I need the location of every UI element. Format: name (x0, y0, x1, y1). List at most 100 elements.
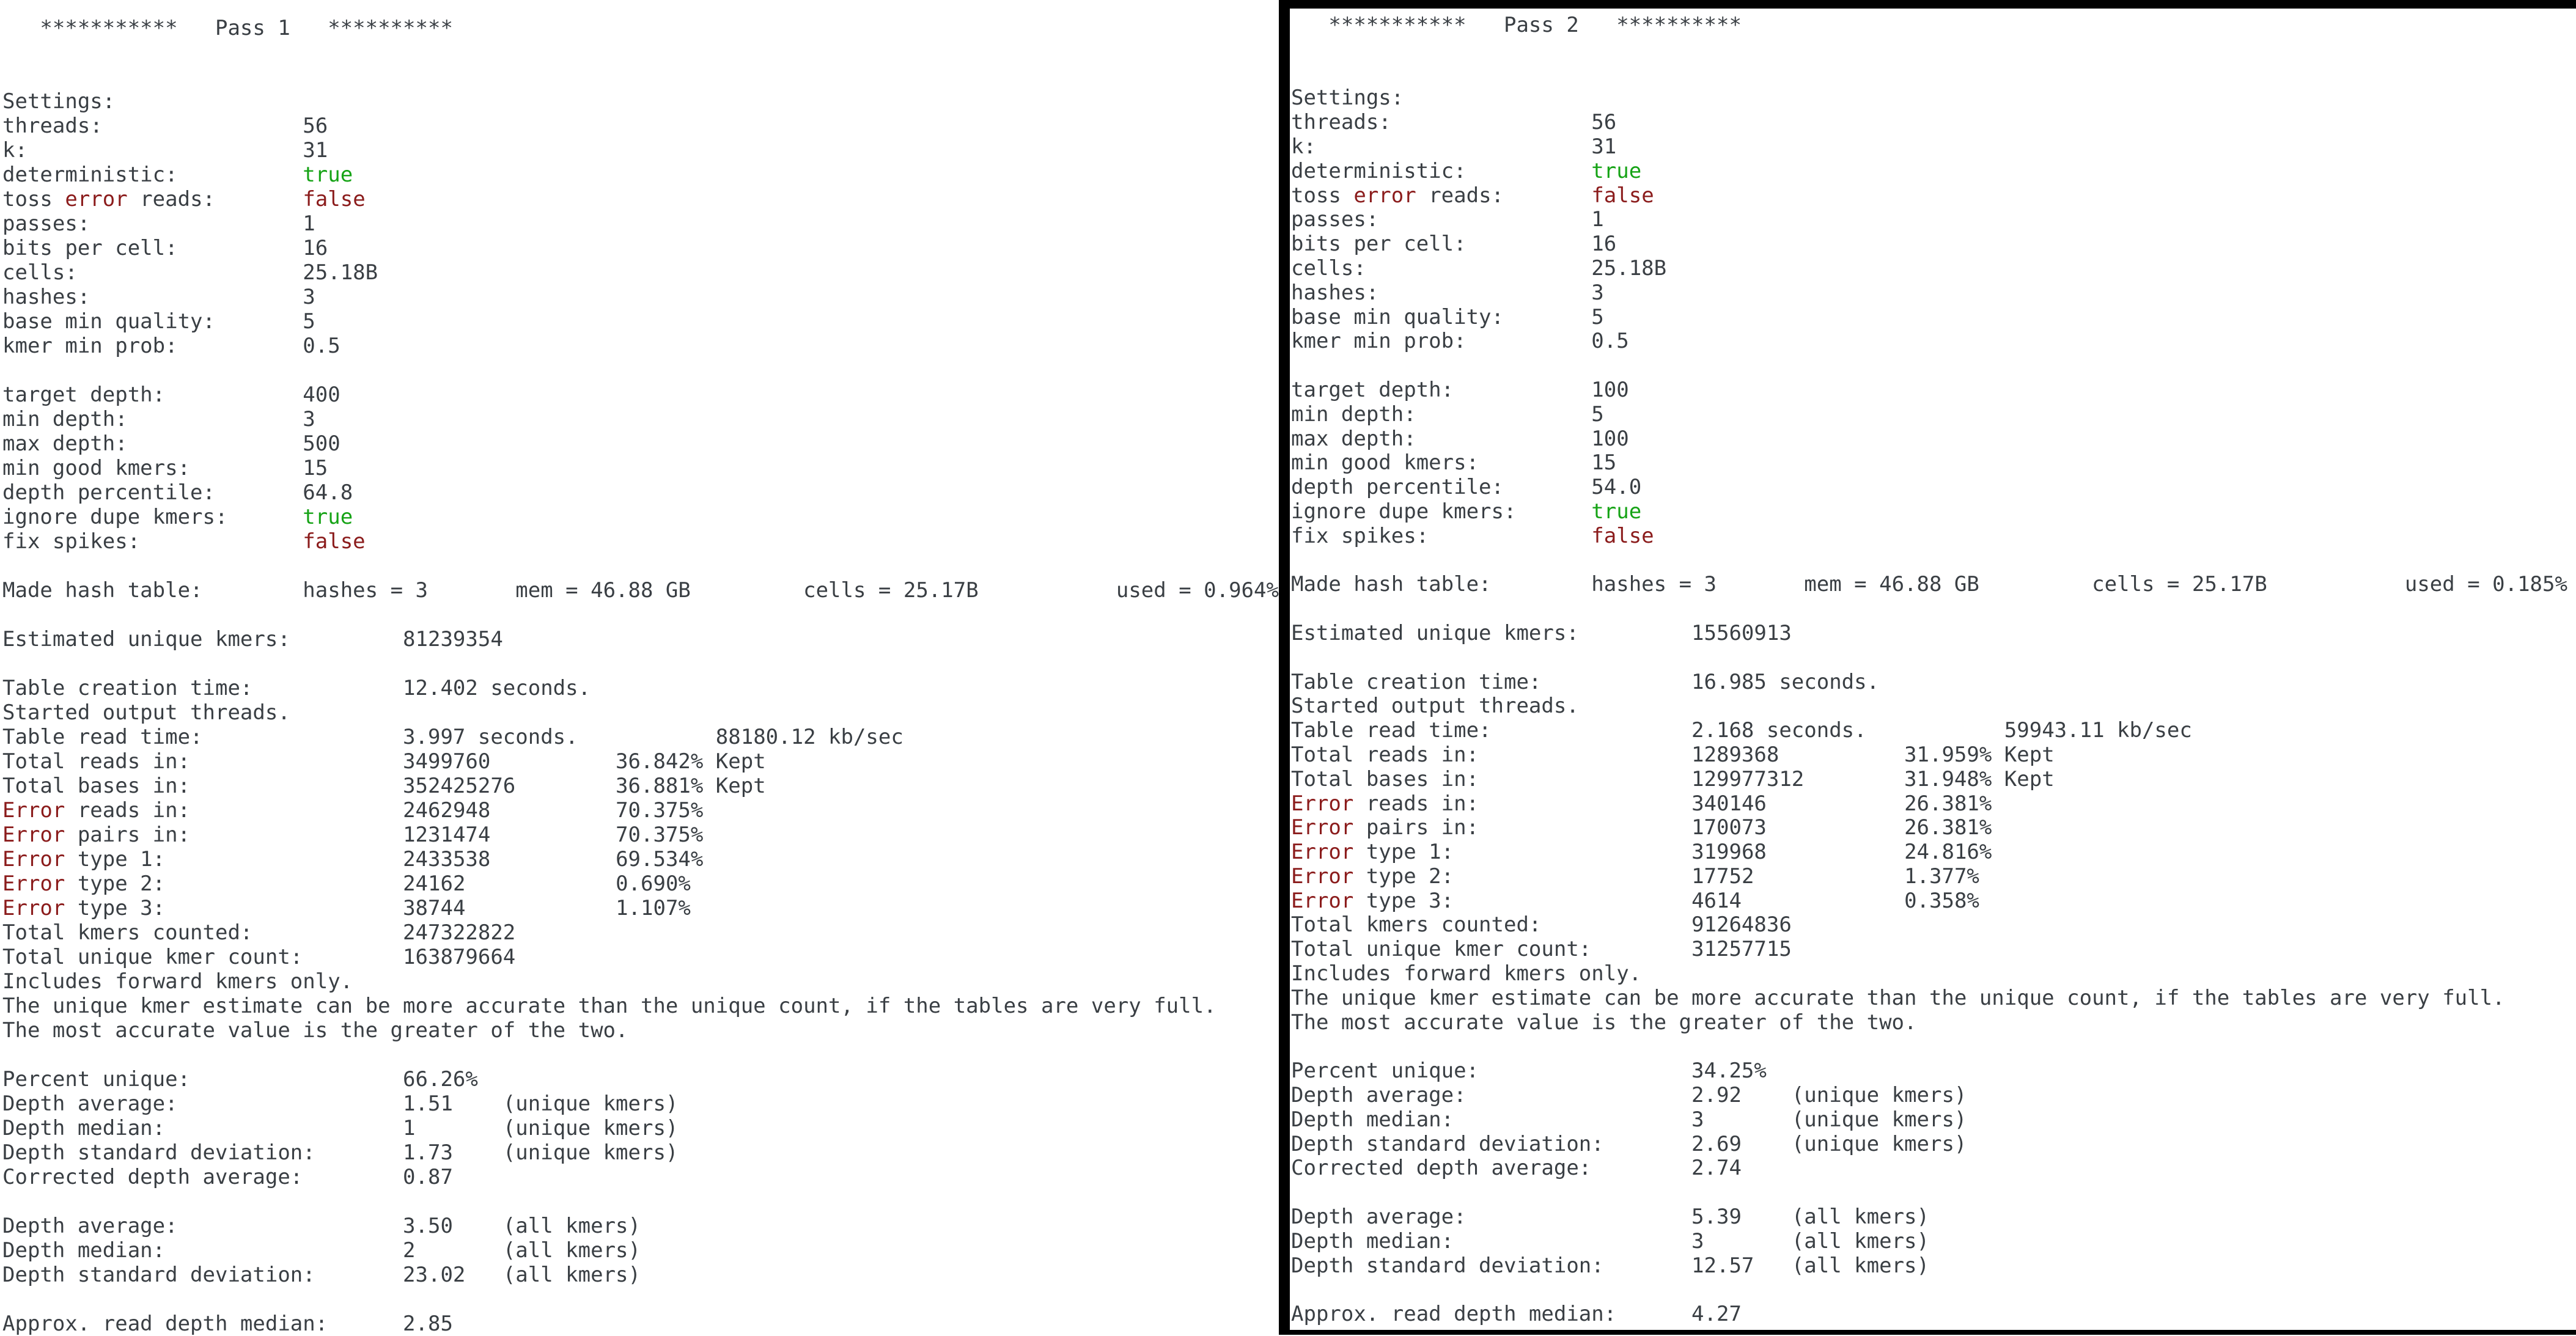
terminal-line: cells: 25.18B (2, 260, 1279, 285)
text-segment: Error (1291, 840, 1354, 865)
spacing (328, 1312, 403, 1336)
terminal-pane-pass1[interactable]: *********** Pass 1 ********** Settings: th… (0, 0, 1279, 1336)
spacing (1867, 718, 2004, 743)
text-segment: 24162 (403, 872, 466, 896)
terminal-line (2, 554, 1279, 578)
terminal-line: Made hash table: hashes = 3 mem = 46.88 … (1291, 572, 2576, 597)
spacing (578, 725, 716, 749)
spacing (215, 480, 303, 505)
terminal-line: The unique kmer estimate can be more acc… (1291, 986, 2576, 1011)
terminal-line: Error pairs in: 1231474 70.375% (2, 823, 1279, 847)
text-segment: 16 (1591, 232, 1617, 257)
terminal-line (2, 358, 1279, 383)
terminal-line: Error pairs in: 170073 26.381% (1291, 815, 2576, 840)
terminal-line: Total kmers counted: 91264836 (1291, 913, 2576, 938)
spacing (165, 1116, 403, 1140)
terminal-line: Settings: (1291, 86, 2576, 111)
text-segment: used = 0.185% (2404, 572, 2567, 597)
spacing (1366, 256, 1591, 281)
text-segment: false (1591, 523, 1654, 548)
text-segment: 38744 (403, 896, 466, 920)
text-segment: 15 (303, 456, 328, 480)
text-segment: error (65, 187, 128, 211)
terminal-line: Depth median: 2 (all kmers) (2, 1238, 1279, 1263)
spacing (1391, 110, 1592, 134)
terminal-line: toss error reads: false (1291, 183, 2576, 208)
text-segment: 0.5 (303, 334, 340, 358)
spacing (90, 285, 303, 309)
spacing (1378, 281, 1591, 305)
spacing (1454, 864, 1691, 889)
terminal-line: passes: 1 (1291, 207, 2576, 232)
terminal-line: Depth average: 5.39 (all kmers) (1291, 1205, 2576, 1230)
text-segment: 100 (1591, 377, 1629, 402)
terminal-line: Depth median: 1 (unique kmers) (2, 1116, 1279, 1140)
text-segment: 16 (303, 236, 328, 260)
spacing (1504, 183, 1591, 208)
text-segment: Depth average: (1291, 1083, 1466, 1108)
text-segment: reads in: (65, 798, 191, 823)
text-segment: depth percentile: (1291, 475, 1504, 500)
terminal-line: Started output threads. (2, 700, 1279, 725)
text-segment: 70.375% (616, 798, 704, 823)
text-segment: (all kmers) (502, 1214, 641, 1238)
text-segment: Includes forward kmers only. (1291, 961, 1642, 986)
text-segment: Total unique kmer count: (1291, 937, 1592, 962)
spacing (515, 774, 616, 798)
terminal-line: Depth standard deviation: 23.02 (all kme… (2, 1263, 1279, 1287)
spacing (290, 627, 403, 651)
text-segment: k: (2, 138, 28, 163)
text-segment: 26.381% (1904, 791, 1992, 816)
text-segment: 23.02 (403, 1263, 466, 1287)
terminal-line (1291, 354, 2576, 378)
text-segment: Depth average: (2, 1214, 178, 1238)
text-segment: deterministic: (1291, 158, 1466, 183)
terminal-line: Depth average: 2.92 (unique kmers) (1291, 1083, 2576, 1108)
text-segment: max depth: (2, 431, 128, 456)
text-segment: 5 (303, 309, 315, 334)
text-segment: 2462948 (403, 798, 491, 823)
text-segment: threads: (1291, 110, 1391, 135)
text-segment: Table read time: (1291, 718, 1492, 743)
terminal-line: base min quality: 5 (1291, 305, 2576, 330)
spacing (252, 920, 403, 945)
terminal-pane-pass2[interactable]: *********** Pass 2 ********** Settings: th… (1279, 0, 2576, 1335)
spacing (1454, 1229, 1691, 1253)
terminal-line: *********** Pass 1 ********** (2, 16, 1279, 40)
text-segment: threads: (2, 114, 103, 138)
text-segment: 69.534% (616, 847, 704, 872)
terminal-line: ignore dupe kmers: true (1291, 499, 2576, 524)
spacing (1604, 1132, 1691, 1156)
text-segment: Total kmers counted: (2, 920, 253, 945)
text-segment: hashes: (2, 285, 90, 309)
spacing (190, 1067, 403, 1092)
spacing (1541, 912, 1691, 937)
text-segment: 247322822 (403, 920, 516, 945)
spacing (453, 1214, 503, 1238)
text-segment: 3 (1691, 1107, 1704, 1132)
text-segment: cells = 25.17B (2092, 572, 2267, 597)
text-segment: error (1353, 183, 1416, 208)
text-segment: false (303, 187, 366, 211)
terminal-line: base min quality: 5 (2, 309, 1279, 334)
text-segment: 3.50 (403, 1214, 453, 1238)
text-segment: 31 (303, 138, 328, 163)
terminal-line (1291, 38, 2576, 62)
terminal-line: hashes: 3 (1291, 281, 2576, 306)
text-segment: cells: (1291, 255, 1366, 281)
terminal-line (2, 1043, 1279, 1067)
spacing (1466, 329, 1592, 353)
terminal-line: Error type 3: 38744 1.107% (2, 896, 1279, 920)
terminal-line: hashes: 3 (2, 285, 1279, 309)
text-segment: Total reads in: (1291, 742, 1479, 767)
text-segment: 0.358% (1904, 888, 1979, 913)
spacing (428, 578, 515, 603)
spacing (1479, 1059, 1691, 1083)
spacing (1454, 378, 1591, 402)
text-segment: toss (2, 187, 65, 211)
spacing (490, 798, 616, 823)
spacing (215, 309, 303, 334)
spacing (1416, 402, 1592, 427)
text-segment: The most accurate value is the greater o… (1291, 1010, 1917, 1035)
text-segment: The unique kmer estimate can be more acc… (2, 994, 1216, 1018)
